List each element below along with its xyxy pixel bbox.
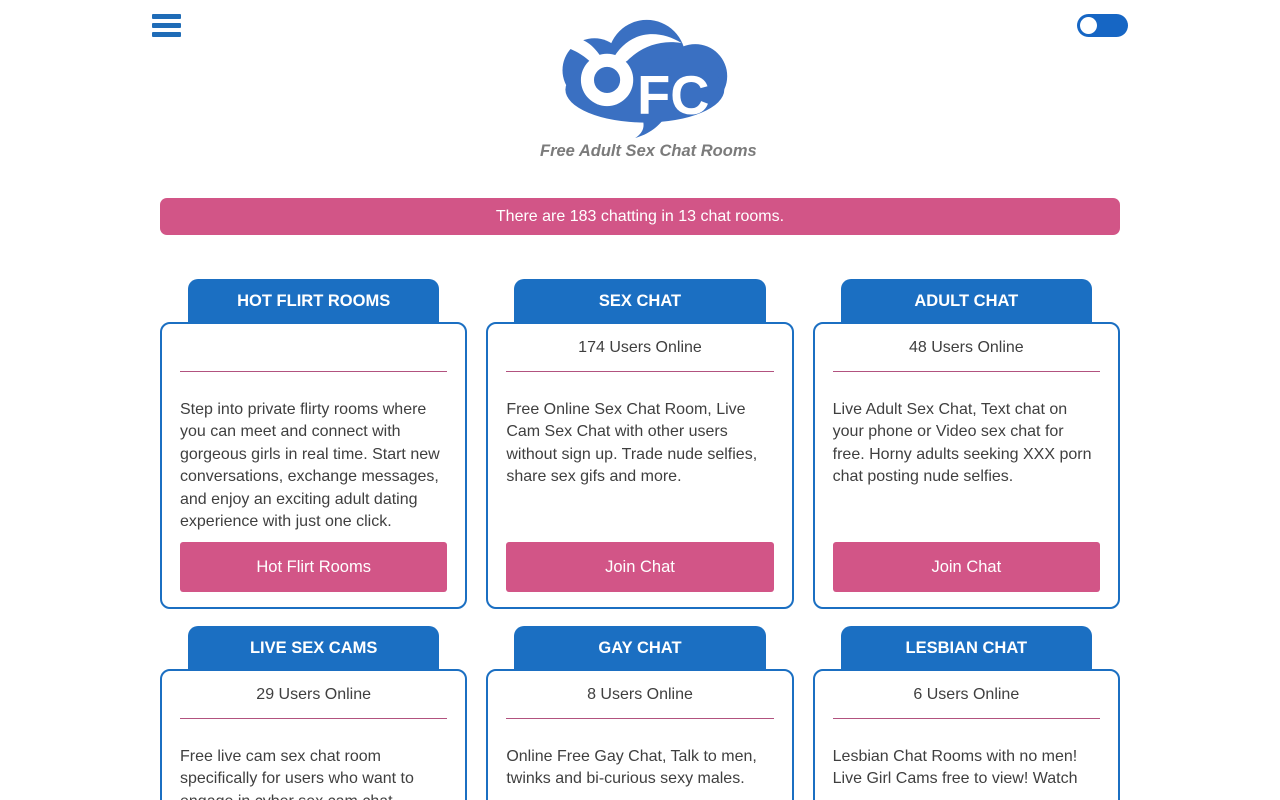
card-title-tab[interactable]: LIVE SEX CAMS (188, 626, 440, 671)
card-title: ADULT CHAT (914, 292, 1019, 310)
site-tagline: Free Adult Sex Chat Rooms (540, 142, 757, 160)
join-chat-button[interactable]: Join Chat (506, 542, 774, 592)
card-body: 48 Users Online Live Adult Sex Chat, Tex… (812, 322, 1120, 609)
main-content: There are 183 chatting in 13 chat rooms.… (160, 198, 1120, 800)
card-body: 29 Users Online Free live cam sex chat r… (160, 669, 468, 800)
chat-room-card: ADULT CHAT 48 Users Online Live Adult Se… (812, 279, 1120, 609)
hamburger-bar (152, 32, 181, 37)
join-chat-button[interactable]: Join Chat (832, 542, 1100, 592)
hamburger-bar (152, 23, 181, 28)
card-title: LESBIAN CHAT (905, 639, 1028, 657)
card-description: Free Online Sex Chat Room, Live Cam Sex … (506, 401, 758, 486)
card-body: 8 Users Online Online Free Gay Chat, Tal… (486, 669, 794, 800)
card-title-tab[interactable]: HOT FLIRT ROOMS (188, 279, 440, 324)
chat-room-card: LIVE SEX CAMS 29 Users Online Free live … (160, 626, 468, 800)
users-online-count: 29 Users Online (256, 685, 372, 703)
card-title: HOT FLIRT ROOMS (237, 292, 391, 310)
chat-room-card: GAY CHAT 8 Users Online Online Free Gay … (486, 626, 794, 800)
card-description: Lesbian Chat Rooms with no men! Live Gir… (832, 748, 1078, 788)
hamburger-menu-icon[interactable] (152, 14, 181, 37)
card-title: LIVE SEX CAMS (249, 639, 378, 657)
card-description-area: Lesbian Chat Rooms with no men! Live Gir… (815, 719, 1118, 800)
users-online-count: 8 Users Online (587, 685, 693, 703)
card-body: 174 Users Online Free Online Sex Chat Ro… (486, 322, 794, 609)
card-body: Step into private flirty rooms where you… (160, 322, 468, 609)
card-description: Step into private flirty rooms where you… (180, 401, 440, 531)
chat-count-banner: There are 183 chatting in 13 chat rooms. (160, 198, 1120, 235)
divider (180, 718, 448, 719)
users-online-count: 174 Users Online (578, 338, 702, 356)
card-title: SEX CHAT (598, 292, 682, 310)
logo-area: FC Free Adult Sex Chat Rooms (540, 16, 757, 162)
divider (180, 371, 448, 372)
users-online-count: 6 Users Online (913, 685, 1020, 703)
divider (832, 718, 1100, 719)
chat-rooms-grid: HOT FLIRT ROOMS Step into private flirty… (160, 279, 1120, 800)
card-title: GAY CHAT (598, 639, 682, 657)
logo-right-horn (611, 34, 682, 64)
card-description-area: Free Online Sex Chat Room, Live Cam Sex … (488, 372, 791, 542)
card-description-area: Free live cam sex chat room specifically… (162, 719, 465, 800)
divider (506, 371, 774, 372)
logo-left-horn (565, 39, 603, 67)
card-description-area: Live Adult Sex Chat, Text chat on your p… (815, 372, 1118, 542)
chat-room-card: HOT FLIRT ROOMS Step into private flirty… (160, 279, 468, 609)
divider (506, 718, 774, 719)
divider (832, 371, 1100, 372)
users-online-count: 48 Users Online (908, 338, 1024, 356)
card-description-area: Online Free Gay Chat, Talk to men, twink… (488, 719, 791, 800)
chat-room-card: SEX CHAT 174 Users Online Free Online Se… (486, 279, 794, 609)
card-description: Online Free Gay Chat, Talk to men, twink… (506, 748, 757, 788)
card-title-tab[interactable]: SEX CHAT (514, 279, 766, 324)
logo-letters-fc: FC (637, 66, 709, 126)
horned-chat-bubble-logo[interactable]: FC (548, 16, 732, 140)
header: FC Free Adult Sex Chat Rooms (0, 0, 1280, 164)
card-body: 6 Users Online Lesbian Chat Rooms with n… (812, 669, 1120, 800)
toggle-knob (1080, 17, 1097, 34)
card-title-tab[interactable]: LESBIAN CHAT (840, 626, 1092, 671)
card-title-tab[interactable]: ADULT CHAT (840, 279, 1092, 324)
hamburger-bar (152, 14, 181, 19)
join-chat-button[interactable]: Hot Flirt Rooms (180, 542, 448, 592)
card-description: Live Adult Sex Chat, Text chat on your p… (832, 401, 1092, 486)
users-online-count (162, 324, 465, 371)
card-description-area: Step into private flirty rooms where you… (162, 372, 465, 542)
theme-toggle[interactable] (1077, 14, 1128, 37)
chat-room-card: LESBIAN CHAT 6 Users Online Lesbian Chat… (812, 626, 1120, 800)
card-description: Free live cam sex chat room specifically… (180, 748, 414, 800)
card-title-tab[interactable]: GAY CHAT (514, 626, 766, 671)
